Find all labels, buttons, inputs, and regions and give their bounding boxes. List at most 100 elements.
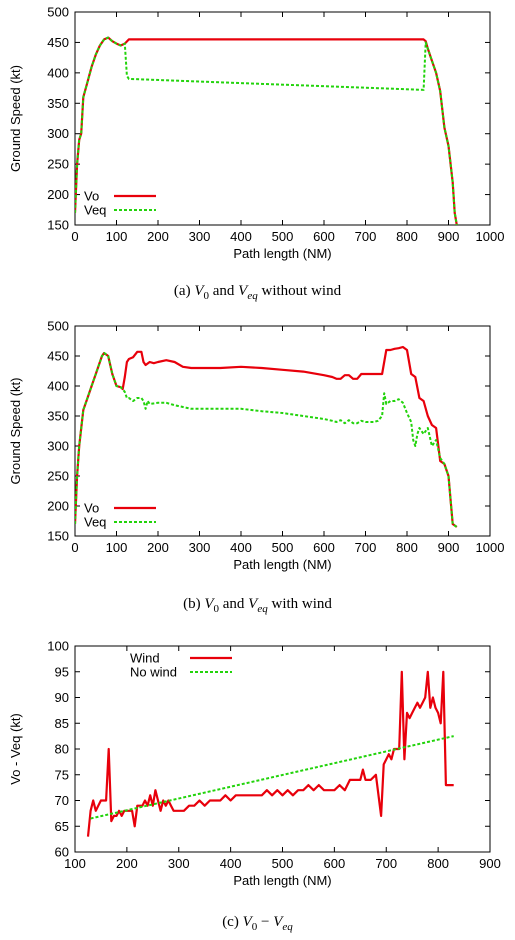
x-tick-label: 700 <box>355 540 377 555</box>
series-line-veq <box>75 352 458 528</box>
x-tick-label: 900 <box>438 229 460 244</box>
y-tick-label: 90 <box>55 690 69 705</box>
legend-label: Vo <box>84 501 99 516</box>
y-tick-label: 60 <box>55 845 69 860</box>
y-tick-label: 100 <box>47 639 69 654</box>
y-axis-label: Ground Speed (kt) <box>8 65 23 172</box>
x-tick-label: 500 <box>272 229 294 244</box>
caption-sub: 0 <box>251 921 258 933</box>
x-tick-label: 600 <box>313 229 335 244</box>
x-tick-label: 300 <box>189 540 211 555</box>
chart-panel-c: 100 200 300 400 500 600 700 800 900 60 65 70 75 80 85 9… <box>0 632 515 902</box>
y-tick-label: 250 <box>47 469 69 484</box>
legend-label: Veq <box>84 515 106 530</box>
x-tick-label: 1000 <box>476 229 505 244</box>
x-tick-label: 400 <box>220 856 242 871</box>
caption-text: without wind <box>257 283 342 299</box>
x-tick-label: 700 <box>375 856 397 871</box>
caption-label: (b) <box>183 596 205 612</box>
series-line-no-wind <box>90 735 454 820</box>
chart-c: 100 200 300 400 500 600 700 800 900 60 65 70 75 80 85 9… <box>8 639 501 889</box>
plot-frame <box>74 325 491 537</box>
y-tick-label: 350 <box>47 409 69 424</box>
caption-var: V <box>242 914 252 930</box>
y-tick-label: 300 <box>47 126 69 141</box>
series-line-wind <box>86 670 454 837</box>
x-axis-label: Path length (NM) <box>233 246 331 261</box>
caption-text: with wind <box>267 596 332 612</box>
caption-text: and <box>219 596 249 612</box>
y-tick-label: 95 <box>55 664 69 679</box>
caption-var: V <box>204 596 214 612</box>
y-tick-label: 500 <box>47 319 69 334</box>
y-tick-label: 200 <box>47 187 69 202</box>
x-tick-label: 900 <box>479 856 501 871</box>
x-tick-label: 200 <box>116 856 138 871</box>
y-tick-label: 70 <box>55 793 69 808</box>
caption-b: (b) V0 and Veq with wind <box>0 596 515 615</box>
legend-label: Veq <box>84 203 106 218</box>
caption-text: − <box>257 914 274 930</box>
x-tick-label: 800 <box>396 540 418 555</box>
y-tick-label: 400 <box>47 379 69 394</box>
x-tick-label: 300 <box>189 229 211 244</box>
x-tick-label: 900 <box>438 540 460 555</box>
y-tick-label: 65 <box>55 819 69 834</box>
x-tick-label: 100 <box>106 229 128 244</box>
legend-label: Vo <box>84 189 99 204</box>
caption-sub: eq <box>257 603 268 615</box>
y-tick-label: 80 <box>55 742 69 757</box>
x-tick-label: 200 <box>147 229 169 244</box>
x-tick-label: 700 <box>355 229 377 244</box>
x-tick-label: 0 <box>71 229 78 244</box>
caption-var: V <box>238 283 248 299</box>
y-tick-label: 200 <box>47 499 69 514</box>
chart-panel-a: 0 100 200 300 400 500 600 700 800 900 1000 150 200 25… <box>0 0 515 270</box>
legend-label: Wind <box>130 651 160 666</box>
x-tick-label: 100 <box>64 856 86 871</box>
x-tick-label: 600 <box>313 540 335 555</box>
plot-frame <box>74 11 491 226</box>
y-tick-label: 400 <box>47 65 69 80</box>
x-tick-label: 0 <box>71 540 78 555</box>
y-tick-label: 85 <box>55 716 69 731</box>
x-tick-label: 400 <box>230 540 252 555</box>
x-tick-label: 100 <box>106 540 128 555</box>
caption-var: V <box>273 914 283 930</box>
caption-sub: eq <box>282 921 293 933</box>
y-tick-label: 300 <box>47 439 69 454</box>
chart-a: 0 100 200 300 400 500 600 700 800 900 1000 150 200 25… <box>8 5 505 262</box>
caption-label: (a) <box>173 283 195 299</box>
y-axis-label: Ground Speed (kt) <box>8 378 23 485</box>
y-tick-label: 350 <box>47 96 69 111</box>
x-tick-label: 400 <box>230 229 252 244</box>
x-tick-label: 200 <box>147 540 169 555</box>
chart-b: 0 100 200 300 400 500 600 700 800 900 1000 150 200 25… <box>8 319 505 573</box>
chart-panel-b: 0 100 200 300 400 500 600 700 800 900 1000 150 200 25… <box>0 310 515 588</box>
caption-c: (c) V0 − Veq <box>0 914 515 933</box>
caption-sub: 0 <box>213 603 220 615</box>
y-axis-label: Vo - Veq (kt) <box>8 713 23 785</box>
x-tick-label: 300 <box>168 856 190 871</box>
caption-var: V <box>248 596 258 612</box>
x-tick-label: 500 <box>272 540 294 555</box>
y-tick-label: 250 <box>47 157 69 172</box>
x-tick-label: 800 <box>427 856 449 871</box>
x-tick-label: 1000 <box>476 540 505 555</box>
x-axis-label: Path length (NM) <box>233 873 331 888</box>
y-tick-label: 450 <box>47 35 69 50</box>
caption-sub: 0 <box>203 290 210 302</box>
caption-label: (c) <box>222 914 243 930</box>
y-tick-label: 75 <box>55 767 69 782</box>
caption-var: V <box>194 283 204 299</box>
x-tick-label: 800 <box>396 229 418 244</box>
y-tick-label: 150 <box>47 218 69 233</box>
y-tick-label: 500 <box>47 5 69 20</box>
series-line-vo <box>75 345 458 528</box>
x-tick-label: 500 <box>272 856 294 871</box>
x-tick-label: 600 <box>324 856 346 871</box>
legend-label: No wind <box>130 665 177 680</box>
y-tick-label: 450 <box>47 349 69 364</box>
caption-sub: eq <box>247 290 258 302</box>
x-axis-label: Path length (NM) <box>233 557 331 572</box>
